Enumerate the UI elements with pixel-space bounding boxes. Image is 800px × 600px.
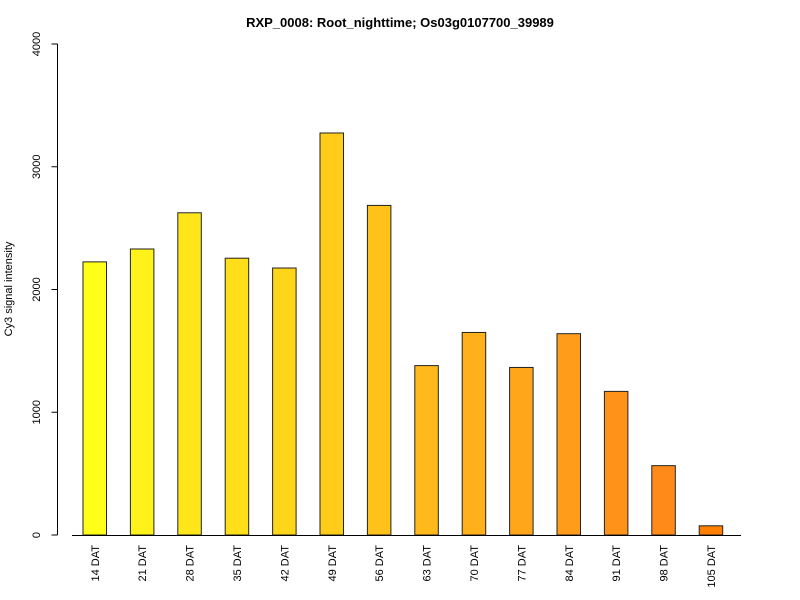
x-tick-label: 56 DAT [374,545,386,582]
bar-14-dat [82,261,107,536]
bar-49-dat [319,132,344,536]
y-tick-label: 1000 [31,400,43,424]
bar-77-dat [509,366,534,536]
x-tick-label: 98 DAT [659,545,671,582]
x-tick-label: 91 DAT [611,545,623,582]
bar-98-dat [651,465,676,536]
x-tick-label: 21 DAT [137,545,149,582]
x-tick-label: 49 DAT [327,545,339,582]
y-tick-label: 0 [31,532,43,538]
y-axis: 0 1000 2000 3000 4000 [31,32,58,538]
bar-56-dat [366,204,392,536]
x-tick-label: 35 DAT [232,545,244,582]
y-tick-label: 3000 [31,155,43,179]
x-tick-label: 28 DAT [185,545,197,582]
bar-105-dat [698,525,724,536]
x-tick-label: 42 DAT [279,545,291,582]
bar-21-dat [129,248,155,536]
x-tick-label: 105 DAT [706,545,718,588]
x-tick-label: 77 DAT [516,545,528,582]
y-tick-label: 2000 [31,277,43,301]
x-axis-labels: 14 DAT 21 DAT 28 DAT 35 DAT 42 DAT 49 DAT 56 D… [90,545,718,588]
x-tick-label: 63 DAT [422,545,434,582]
bar-42-dat [272,267,297,536]
bars [82,132,724,536]
bar-84-dat [556,333,581,536]
bar-70-dat [461,331,487,536]
bar-28-dat [177,212,202,536]
bar-91-dat [603,390,629,536]
bar-35-dat [224,257,250,536]
x-tick-label: 70 DAT [469,545,481,582]
x-tick-label: 14 DAT [90,545,102,582]
y-axis-title: Cy3 signal intensity [3,241,15,336]
y-tick-label: 4000 [31,32,43,56]
x-tick-label: 84 DAT [564,545,576,582]
chart-title: RXP_0008: Root_nighttime; Os03g0107700_3… [246,15,554,30]
bar-63-dat [414,365,439,536]
